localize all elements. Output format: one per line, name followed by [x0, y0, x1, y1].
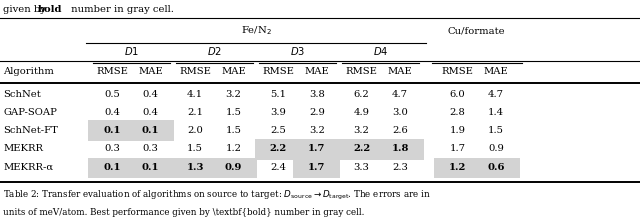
- Text: 6.0: 6.0: [450, 90, 465, 99]
- Text: $\mathit{D4}$: $\mathit{D4}$: [373, 45, 388, 57]
- Text: 1.5: 1.5: [226, 126, 242, 135]
- Text: 2.2: 2.2: [353, 144, 370, 153]
- Text: 3.2: 3.2: [226, 90, 241, 99]
- Text: $\mathit{D1}$: $\mathit{D1}$: [124, 45, 139, 57]
- Text: 1.5: 1.5: [488, 126, 504, 135]
- Text: RMSE: RMSE: [96, 67, 128, 76]
- Text: 4.1: 4.1: [187, 90, 204, 99]
- FancyBboxPatch shape: [172, 158, 219, 178]
- Text: 0.3: 0.3: [104, 144, 120, 153]
- FancyBboxPatch shape: [293, 139, 340, 160]
- FancyBboxPatch shape: [88, 158, 136, 178]
- Text: 2.3: 2.3: [392, 163, 408, 172]
- Text: 3.3: 3.3: [354, 163, 369, 172]
- Text: 0.4: 0.4: [142, 108, 158, 117]
- Text: 1.7: 1.7: [308, 144, 326, 153]
- Text: 2.9: 2.9: [309, 108, 324, 117]
- Text: MAE: MAE: [388, 67, 412, 76]
- Text: 0.4: 0.4: [142, 90, 158, 99]
- Text: 3.8: 3.8: [309, 90, 324, 99]
- FancyBboxPatch shape: [210, 158, 257, 178]
- FancyBboxPatch shape: [88, 120, 136, 141]
- Text: bold: bold: [38, 6, 62, 14]
- Text: 0.3: 0.3: [143, 144, 158, 153]
- Text: 1.8: 1.8: [391, 144, 409, 153]
- Text: Table 2: Transfer evaluation of algorithms on source to target: $D_{\mathrm{sour: Table 2: Transfer evaluation of algorith…: [3, 189, 431, 202]
- Text: 2.2: 2.2: [270, 144, 287, 153]
- Text: $\mathit{D2}$: $\mathit{D2}$: [207, 45, 222, 57]
- Text: 3.2: 3.2: [354, 126, 369, 135]
- Text: 0.1: 0.1: [103, 126, 121, 135]
- Text: 4.9: 4.9: [353, 108, 370, 117]
- Text: 2.8: 2.8: [450, 108, 465, 117]
- Text: 6.2: 6.2: [354, 90, 369, 99]
- Text: 2.0: 2.0: [188, 126, 203, 135]
- Text: 2.5: 2.5: [271, 126, 286, 135]
- Text: 1.9: 1.9: [449, 126, 466, 135]
- Text: units of meV/atom. Best performance given by \textbf{bold} number in gray cell.: units of meV/atom. Best performance give…: [3, 208, 365, 216]
- Text: 0.1: 0.1: [141, 163, 159, 172]
- Text: MEKRR: MEKRR: [3, 144, 44, 153]
- Text: 3.0: 3.0: [392, 108, 408, 117]
- FancyBboxPatch shape: [472, 158, 520, 178]
- Text: given by: given by: [3, 6, 49, 14]
- FancyBboxPatch shape: [255, 139, 302, 160]
- Text: 1.5: 1.5: [187, 144, 204, 153]
- Text: Fe/N$_2$: Fe/N$_2$: [241, 25, 271, 38]
- Text: MAE: MAE: [221, 67, 246, 76]
- Text: number in gray cell.: number in gray cell.: [68, 6, 174, 14]
- Text: 0.1: 0.1: [141, 126, 159, 135]
- Text: $\mathit{D3}$: $\mathit{D3}$: [290, 45, 305, 57]
- Text: RMSE: RMSE: [179, 67, 211, 76]
- Text: 2.4: 2.4: [270, 163, 287, 172]
- Text: 0.4: 0.4: [104, 108, 120, 117]
- FancyBboxPatch shape: [127, 158, 174, 178]
- Text: RMSE: RMSE: [346, 67, 378, 76]
- Text: 1.4: 1.4: [488, 108, 504, 117]
- FancyBboxPatch shape: [127, 120, 174, 141]
- Text: 3.2: 3.2: [309, 126, 324, 135]
- Text: Cu/formate: Cu/formate: [448, 27, 506, 36]
- Text: 4.7: 4.7: [488, 90, 504, 99]
- Text: MEKRR-α: MEKRR-α: [3, 163, 53, 172]
- Text: SchNet-FT: SchNet-FT: [3, 126, 58, 135]
- Text: SchNet: SchNet: [3, 90, 41, 99]
- Text: 1.7: 1.7: [308, 163, 326, 172]
- Text: 0.9: 0.9: [488, 144, 504, 153]
- Text: 3.9: 3.9: [271, 108, 286, 117]
- Text: 1.5: 1.5: [226, 108, 242, 117]
- Text: 1.2: 1.2: [226, 144, 242, 153]
- Text: MAE: MAE: [138, 67, 163, 76]
- Text: 1.7: 1.7: [449, 144, 466, 153]
- FancyBboxPatch shape: [293, 158, 340, 178]
- Text: RMSE: RMSE: [262, 67, 294, 76]
- Text: MAE: MAE: [484, 67, 508, 76]
- Text: 0.9: 0.9: [225, 163, 243, 172]
- Text: 2.1: 2.1: [187, 108, 204, 117]
- Text: MAE: MAE: [305, 67, 329, 76]
- Text: 5.1: 5.1: [270, 90, 287, 99]
- FancyBboxPatch shape: [376, 139, 424, 160]
- Text: 0.5: 0.5: [104, 90, 120, 99]
- Text: RMSE: RMSE: [442, 67, 474, 76]
- Text: 1.3: 1.3: [186, 163, 204, 172]
- Text: 1.2: 1.2: [449, 163, 467, 172]
- Text: GAP-SOAP: GAP-SOAP: [3, 108, 57, 117]
- FancyBboxPatch shape: [434, 158, 481, 178]
- Text: 0.1: 0.1: [103, 163, 121, 172]
- Text: Algorithm: Algorithm: [3, 67, 54, 76]
- Text: 2.6: 2.6: [392, 126, 408, 135]
- Text: 4.7: 4.7: [392, 90, 408, 99]
- FancyBboxPatch shape: [338, 139, 385, 160]
- Text: 0.6: 0.6: [487, 163, 505, 172]
